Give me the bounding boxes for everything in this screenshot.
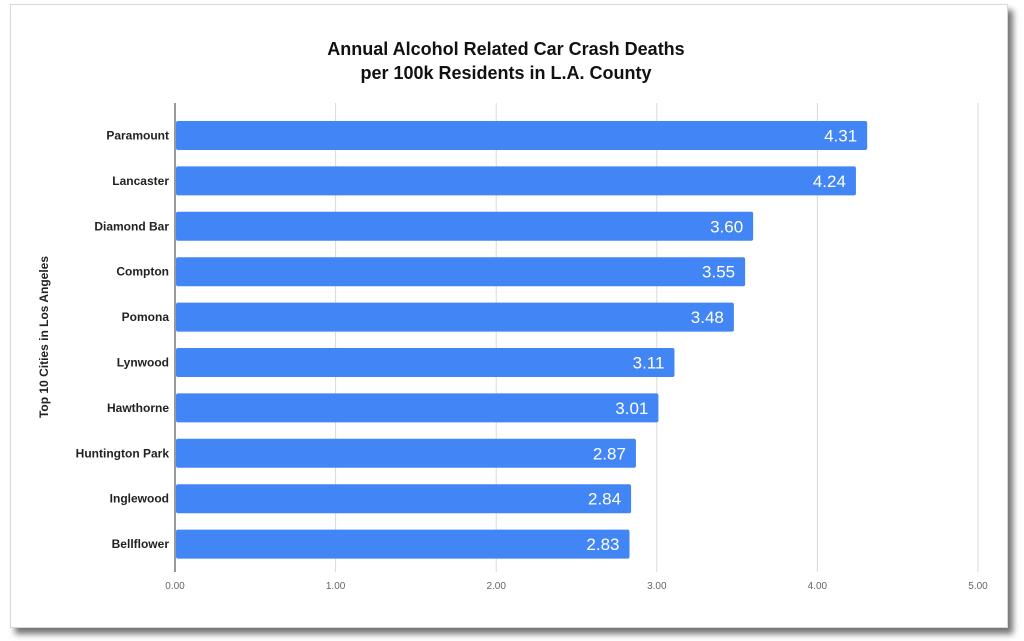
category-label: Hawthorne <box>107 401 169 415</box>
bar-value-label: 2.83 <box>586 535 619 554</box>
category-label: Lynwood <box>117 356 169 370</box>
chart-title-line-1: Annual Alcohol Related Car Crash Deaths <box>327 39 684 59</box>
category-label: Bellflower <box>112 537 170 551</box>
chart-title: Annual Alcohol Related Car Crash Deaths … <box>327 39 684 83</box>
bar <box>176 211 754 241</box>
x-tick-label: 5.00 <box>968 581 988 592</box>
data-labels: 4.31 4.24 3.60 3.55 3.48 3.11 3.01 2.87 2.84 2.83 <box>586 127 857 555</box>
x-axis-ticks: 0.00 1.00 2.00 3.00 4.00 5.00 <box>165 581 988 592</box>
bar <box>176 302 734 332</box>
bar-value-label: 4.31 <box>824 127 857 146</box>
x-tick-label: 2.00 <box>486 581 506 592</box>
bars <box>176 121 868 559</box>
category-label: Pomona <box>122 310 170 324</box>
bar <box>176 393 659 423</box>
bar <box>176 438 636 468</box>
bar-value-label: 2.84 <box>588 490 621 509</box>
bar <box>176 529 630 559</box>
bar <box>176 484 632 514</box>
x-tick-label: 3.00 <box>647 581 667 592</box>
category-label: Diamond Bar <box>94 219 169 233</box>
bar-value-label: 3.60 <box>710 217 743 236</box>
category-label: Lancaster <box>112 174 169 188</box>
category-label: Huntington Park <box>76 446 170 460</box>
bar-chart: Annual Alcohol Related Car Crash Deaths … <box>37 39 988 592</box>
category-label: Compton <box>116 265 169 279</box>
bar-value-label: 4.24 <box>813 172 846 191</box>
bar <box>176 121 868 150</box>
category-labels: Paramount Lancaster Diamond Bar Compton Pomo… <box>76 129 170 552</box>
bar-value-label: 3.48 <box>691 308 724 327</box>
bar <box>176 166 856 196</box>
category-label: Inglewood <box>110 492 169 506</box>
bar-value-label: 2.87 <box>593 444 626 463</box>
bar-value-label: 3.01 <box>615 399 648 418</box>
bar-value-label: 3.11 <box>633 354 665 373</box>
y-axis-label: Top 10 Cities in Los Angeles <box>37 256 51 418</box>
bar <box>176 257 746 287</box>
chart-title-line-2: per 100k Residents in L.A. County <box>360 63 651 83</box>
x-tick-label: 0.00 <box>165 581 185 592</box>
bar-value-label: 3.55 <box>702 263 735 282</box>
x-tick-label: 1.00 <box>326 581 346 592</box>
category-label: Paramount <box>106 129 169 143</box>
bar <box>176 348 675 377</box>
x-tick-label: 4.00 <box>808 581 828 592</box>
chart-card: Annual Alcohol Related Car Crash Deaths … <box>10 4 1008 628</box>
